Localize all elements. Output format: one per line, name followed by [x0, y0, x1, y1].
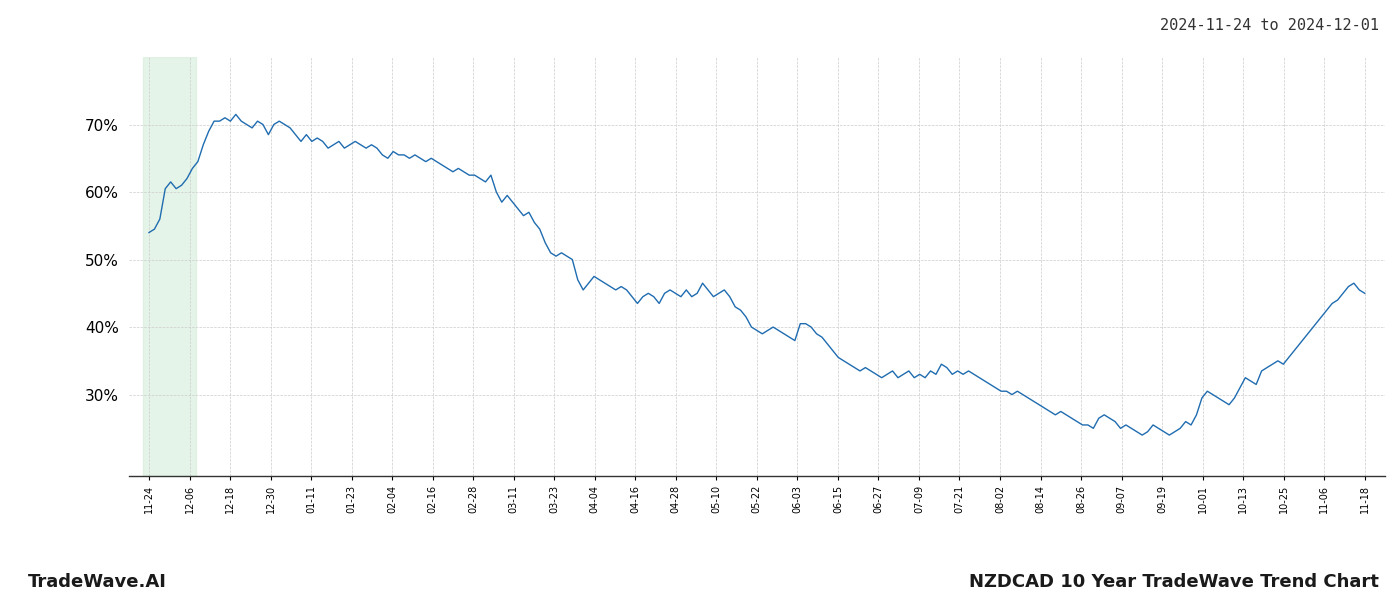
Text: 2024-11-24 to 2024-12-01: 2024-11-24 to 2024-12-01	[1161, 18, 1379, 33]
Text: TradeWave.AI: TradeWave.AI	[28, 573, 167, 591]
Text: NZDCAD 10 Year TradeWave Trend Chart: NZDCAD 10 Year TradeWave Trend Chart	[969, 573, 1379, 591]
Bar	[143, 57, 196, 476]
